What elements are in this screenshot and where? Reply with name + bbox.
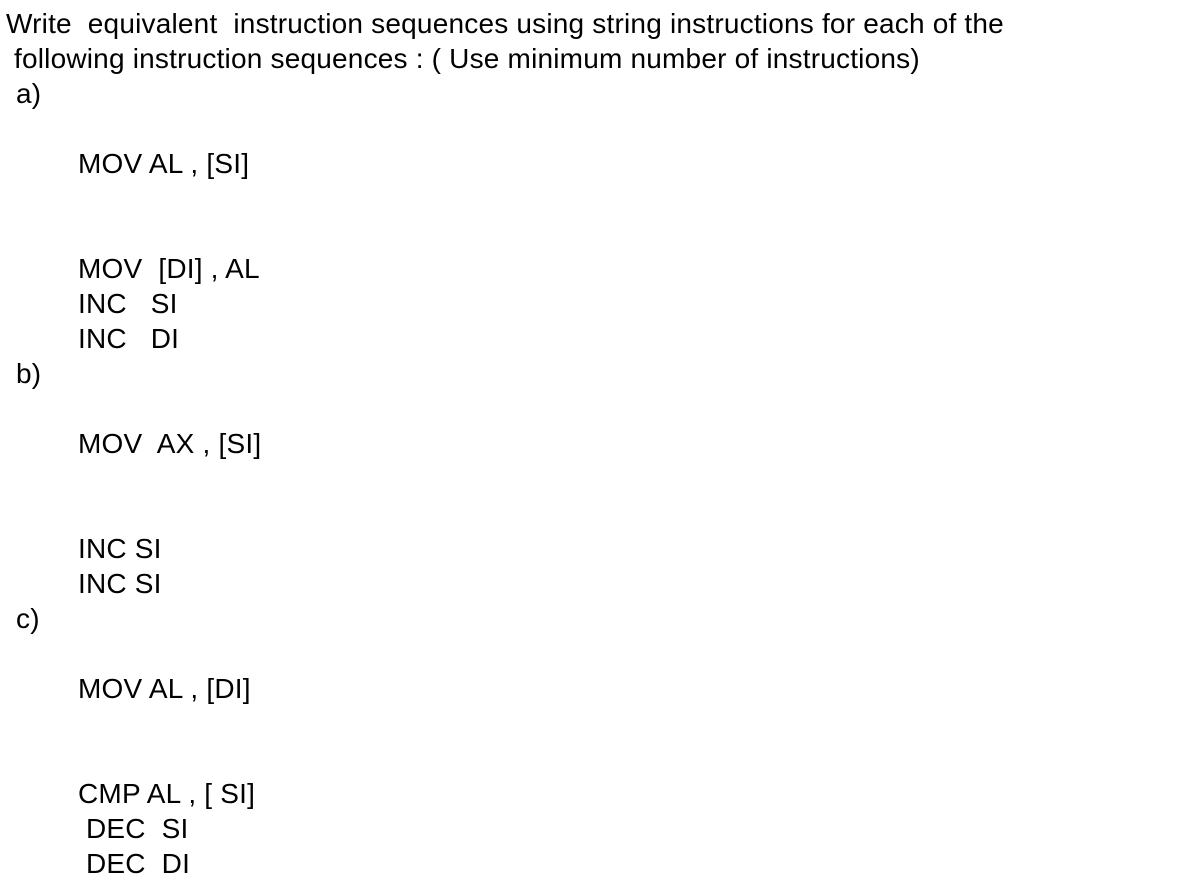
code-line: INC SI <box>6 286 1194 321</box>
item-a-code: MOV AL , [SI] <box>78 76 249 251</box>
item-b-label: b) <box>6 356 78 391</box>
prompt-line-1: Write equivalent instruction sequences u… <box>6 6 1194 41</box>
code-line: INC SI <box>6 566 1194 601</box>
item-c-label: c) <box>6 601 78 636</box>
code-line: MOV [DI] , AL <box>6 251 1194 286</box>
question-page: Write equivalent instruction sequences u… <box>0 0 1200 881</box>
item-b-code: MOV AX , [SI] <box>78 356 261 531</box>
code-line: INC DI <box>6 321 1194 356</box>
code-line: MOV AL , [DI] <box>78 671 251 706</box>
item-a: a) MOV AL , [SI] <box>6 76 1194 251</box>
code-line: MOV AX , [SI] <box>78 426 261 461</box>
code-line: CMP AL , [ SI] <box>6 776 1194 811</box>
prompt-line-2: following instruction sequences : ( Use … <box>6 41 1194 76</box>
item-c-code: MOV AL , [DI] <box>78 601 251 776</box>
item-c: c) MOV AL , [DI] <box>6 601 1194 776</box>
item-a-label: a) <box>6 76 78 111</box>
code-line: INC SI <box>6 531 1194 566</box>
code-line: DEC DI <box>6 846 1194 881</box>
item-b: b) MOV AX , [SI] <box>6 356 1194 531</box>
code-line: DEC SI <box>6 811 1194 846</box>
code-line: MOV AL , [SI] <box>78 146 249 181</box>
